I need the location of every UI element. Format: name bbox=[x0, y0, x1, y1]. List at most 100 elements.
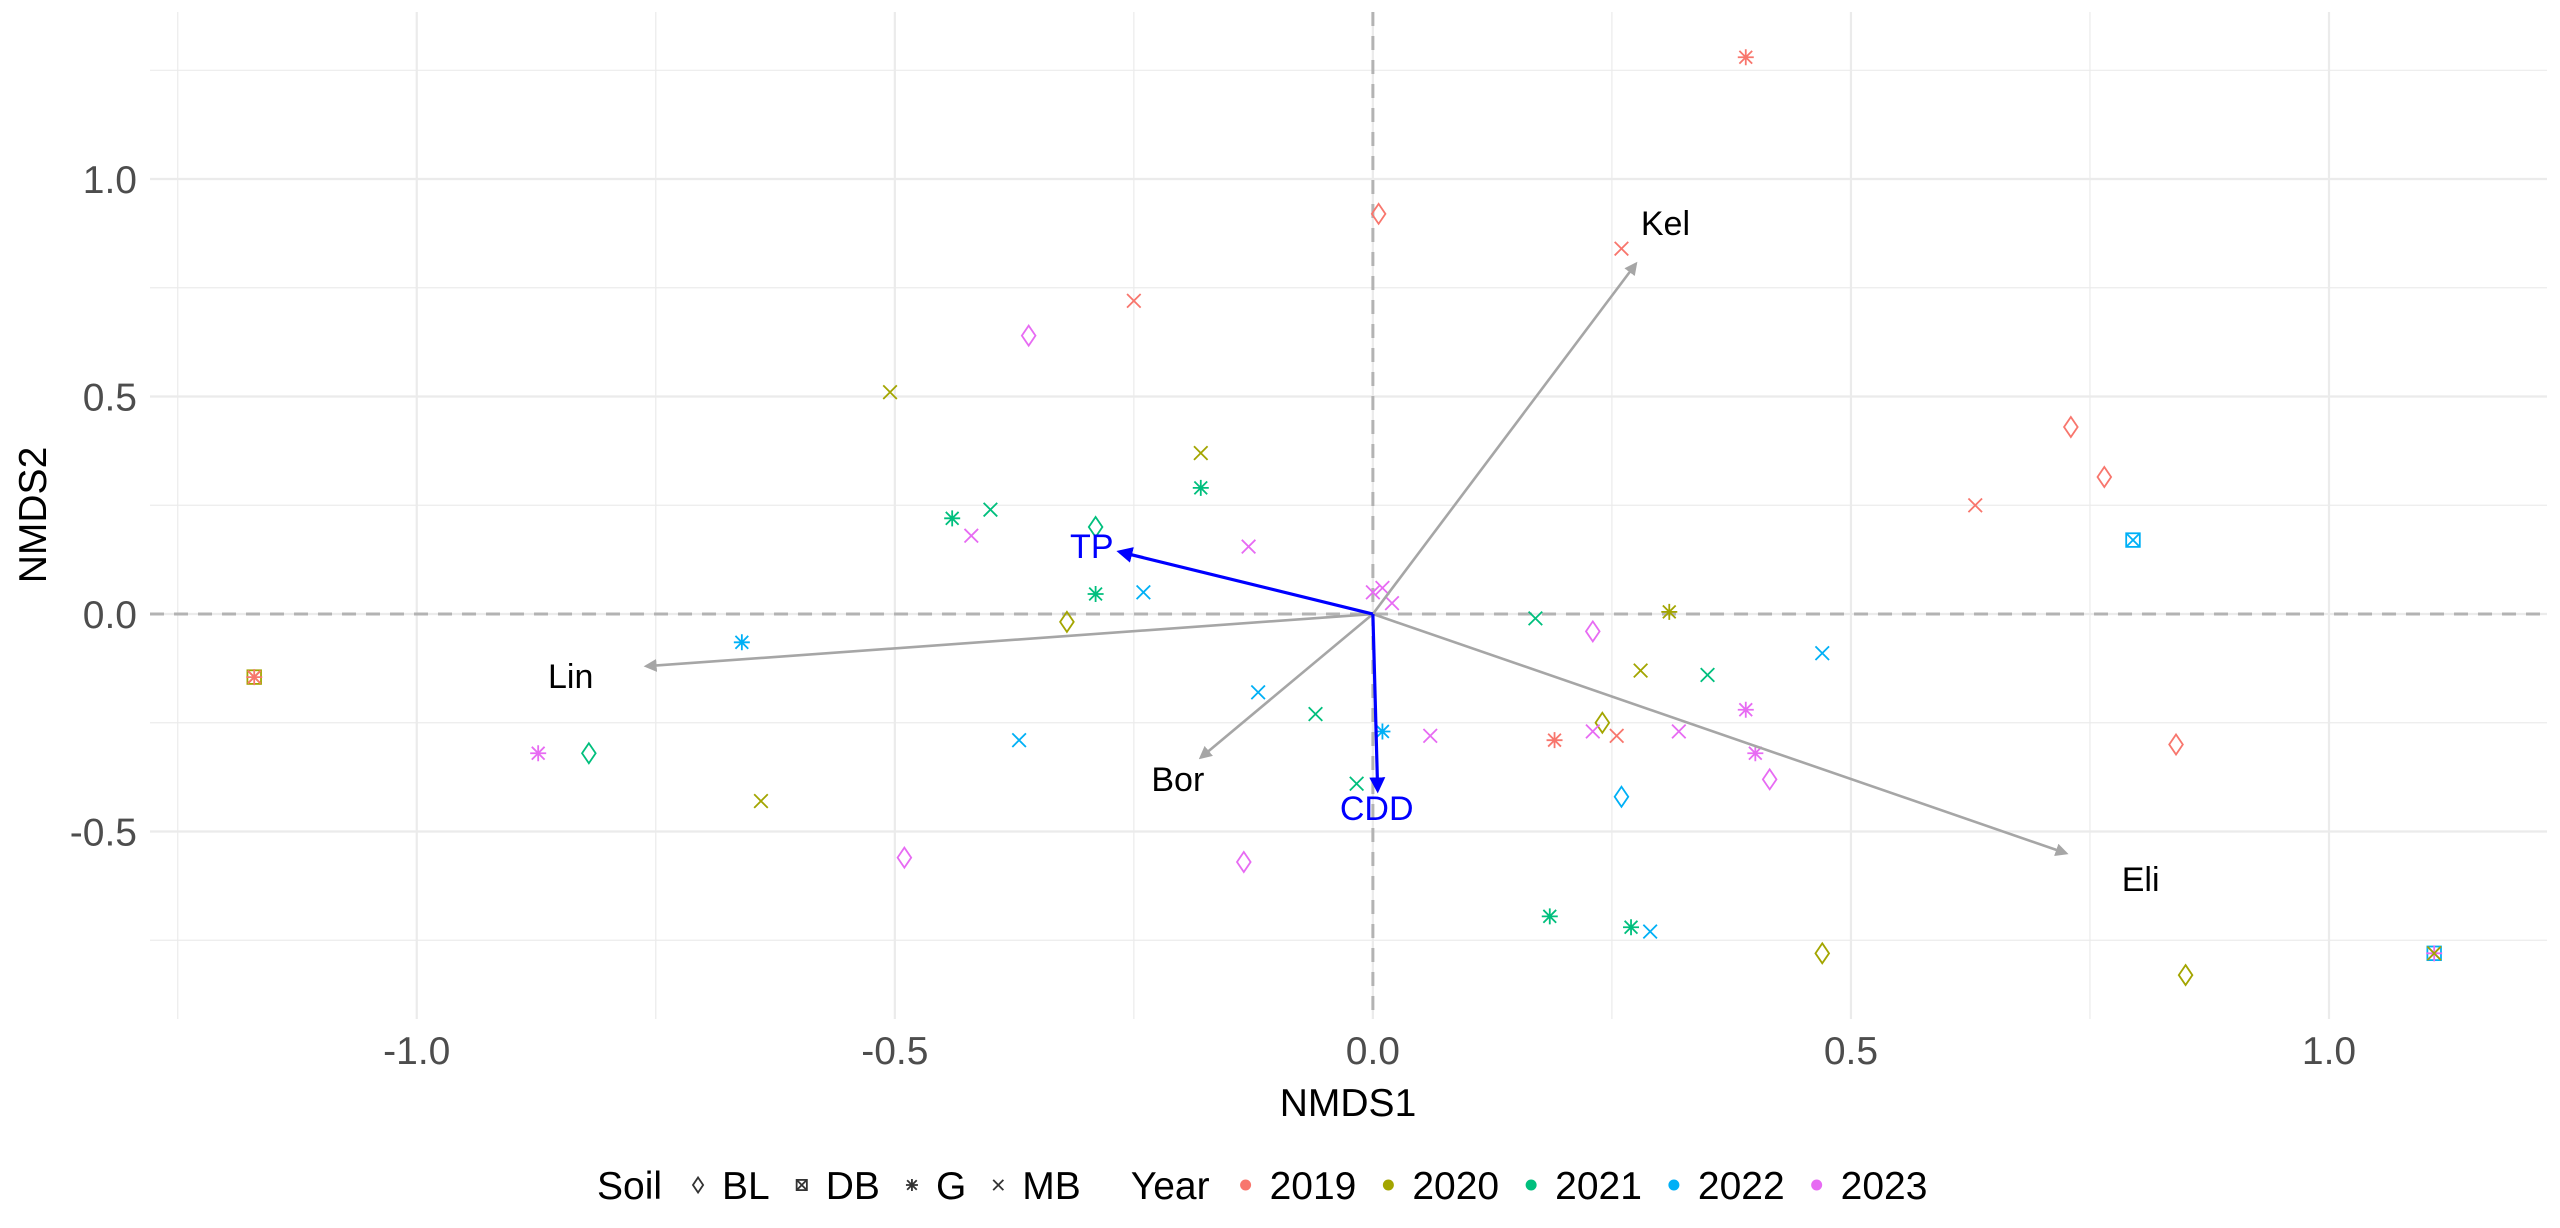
vector-label-eli: Eli bbox=[2122, 861, 2160, 899]
data-point bbox=[1700, 667, 1715, 683]
data-point bbox=[1241, 539, 1257, 555]
legend-label-soil: BL bbox=[722, 1165, 770, 1208]
vector-arrow-bor bbox=[1198, 613, 1374, 760]
legend: Soil BL DB G MB Year 2019 2020 2021 2022 2023 bbox=[597, 1165, 1927, 1208]
data-point bbox=[1737, 701, 1754, 718]
legend-key-mb-icon bbox=[992, 1179, 1005, 1191]
data-point bbox=[1761, 767, 1778, 791]
legend-key-2023-dot-icon bbox=[1811, 1179, 1823, 1191]
data-point bbox=[1527, 610, 1543, 626]
legend-label-year: 2021 bbox=[1555, 1165, 1642, 1208]
data-point bbox=[1633, 663, 1649, 679]
data-point bbox=[944, 510, 961, 527]
vector-label-bor: Bor bbox=[1151, 761, 1204, 799]
data-point bbox=[1614, 241, 1629, 257]
data-point bbox=[1585, 724, 1601, 739]
legend-key-db-icon bbox=[795, 1179, 808, 1192]
data-point bbox=[2125, 532, 2141, 548]
y-tick-label: 0.0 bbox=[83, 594, 137, 637]
x-tick-label: 0.0 bbox=[1346, 1030, 1400, 1073]
data-point bbox=[246, 669, 263, 686]
data-point bbox=[2168, 732, 2184, 757]
data-point bbox=[1087, 586, 1104, 603]
y-tick-label: 1.0 bbox=[83, 159, 137, 202]
data-point bbox=[982, 502, 998, 518]
data-point bbox=[2177, 963, 2194, 987]
data-point bbox=[896, 846, 913, 870]
data-points bbox=[246, 49, 2443, 987]
vector-label-cdd: CDD bbox=[1340, 790, 1414, 828]
data-point bbox=[1671, 724, 1687, 739]
data-point bbox=[733, 634, 750, 651]
legend-label-year: 2023 bbox=[1841, 1165, 1928, 1208]
legend-key-2022-dot-icon bbox=[1668, 1179, 1680, 1191]
legend-label-soil: MB bbox=[1022, 1165, 1081, 1208]
data-point bbox=[1135, 584, 1151, 600]
data-point bbox=[2062, 415, 2079, 439]
data-point bbox=[1020, 324, 1037, 348]
data-point bbox=[1308, 706, 1323, 722]
vector-arrow-eli bbox=[1372, 612, 2069, 857]
data-point bbox=[1642, 924, 1658, 940]
data-point bbox=[1011, 732, 1027, 748]
data-point bbox=[1814, 645, 1830, 661]
x-axis-title: NMDS1 bbox=[1280, 1082, 1417, 1125]
data-point bbox=[1235, 850, 1252, 874]
reference-lines bbox=[150, 12, 2547, 1019]
y-tick-label: 0.5 bbox=[83, 377, 137, 420]
legend-key-2019-dot-icon bbox=[1240, 1179, 1252, 1191]
y-axis-title: NMDS2 bbox=[12, 447, 55, 584]
data-point bbox=[1192, 479, 1209, 496]
legend-label-year: 2022 bbox=[1698, 1165, 1785, 1208]
data-point bbox=[1126, 293, 1142, 309]
data-point bbox=[1370, 202, 1387, 226]
data-point bbox=[1661, 603, 1678, 620]
data-point bbox=[1250, 684, 1266, 700]
data-point bbox=[2096, 465, 2113, 489]
x-tick-label: 1.0 bbox=[2302, 1030, 2356, 1073]
vector-label-tp: TP bbox=[1070, 528, 1113, 566]
legend-key-g-icon bbox=[905, 1179, 918, 1191]
data-point bbox=[1349, 776, 1365, 792]
x-axis-ticks: -1.0 -0.5 0.0 0.5 1.0 bbox=[383, 1030, 2356, 1073]
data-point bbox=[1623, 919, 1640, 936]
vector-label-kel: Kel bbox=[1641, 205, 1690, 243]
legend-key-2021-dot-icon bbox=[1525, 1179, 1537, 1191]
data-point bbox=[530, 745, 547, 762]
data-point bbox=[1059, 610, 1075, 634]
data-point bbox=[1613, 785, 1630, 809]
data-point bbox=[963, 528, 979, 544]
vector-arrow-kel bbox=[1371, 261, 1638, 615]
data-point bbox=[1737, 49, 1754, 66]
legend-year-title: Year bbox=[1131, 1165, 1210, 1208]
vector-label-lin: Lin bbox=[548, 658, 593, 696]
data-point bbox=[1365, 584, 1381, 600]
data-point bbox=[1422, 728, 1438, 744]
legend-label-year: 2020 bbox=[1412, 1165, 1499, 1208]
data-point bbox=[1546, 732, 1563, 749]
data-point bbox=[1609, 728, 1625, 744]
legend-key-bl-icon bbox=[691, 1175, 705, 1195]
data-point bbox=[1541, 908, 1558, 925]
y-tick-label: -0.5 bbox=[70, 812, 137, 855]
data-point bbox=[1193, 445, 1209, 461]
grid-lines bbox=[150, 12, 2547, 1019]
legend-label-soil: DB bbox=[826, 1165, 880, 1208]
x-tick-label: 0.5 bbox=[1824, 1030, 1878, 1073]
data-point bbox=[1384, 595, 1400, 611]
data-point bbox=[1374, 723, 1391, 740]
data-point bbox=[1594, 711, 1611, 735]
data-point bbox=[1747, 745, 1764, 762]
x-tick-label: -1.0 bbox=[383, 1030, 450, 1073]
legend-soil-title: Soil bbox=[597, 1165, 662, 1208]
data-point bbox=[882, 384, 898, 400]
vector-arrow-tp bbox=[1116, 547, 1374, 616]
data-point bbox=[1584, 619, 1601, 644]
env-vectors: Kel Lin Bor Eli TP CDD bbox=[548, 205, 2160, 899]
data-point bbox=[2426, 945, 2442, 961]
x-tick-label: -0.5 bbox=[861, 1030, 928, 1073]
data-point bbox=[1814, 941, 1831, 965]
y-axis-ticks: -0.5 0.0 0.5 1.0 bbox=[70, 159, 137, 854]
data-point bbox=[580, 741, 597, 765]
